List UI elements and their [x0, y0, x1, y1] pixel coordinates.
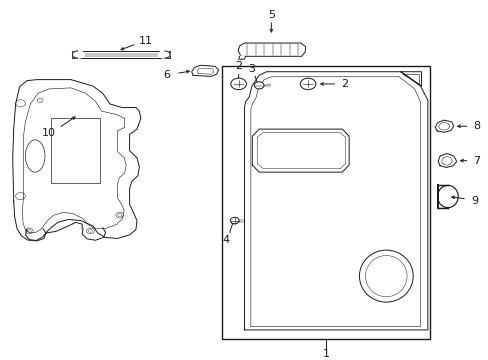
Polygon shape [191, 65, 218, 76]
Ellipse shape [254, 82, 264, 89]
Bar [51, 118, 100, 183]
Polygon shape [238, 43, 305, 56]
Ellipse shape [158, 51, 170, 58]
Bar [222, 66, 429, 339]
Polygon shape [437, 153, 456, 167]
Ellipse shape [300, 78, 315, 90]
Text: 11: 11 [139, 36, 152, 46]
Text: 5: 5 [267, 10, 274, 21]
Polygon shape [13, 80, 141, 240]
Text: 2: 2 [341, 79, 347, 89]
Text: 8: 8 [472, 121, 479, 131]
Text: 6: 6 [163, 70, 169, 80]
Text: 3: 3 [247, 64, 254, 74]
Ellipse shape [230, 78, 246, 90]
Ellipse shape [72, 51, 84, 58]
Text: 1: 1 [322, 349, 329, 359]
Text: 4: 4 [223, 235, 229, 245]
Polygon shape [238, 56, 245, 59]
Ellipse shape [230, 217, 239, 224]
Bar [72, 51, 170, 58]
Text: 2: 2 [235, 61, 242, 71]
Polygon shape [434, 120, 453, 132]
Text: 10: 10 [42, 129, 56, 138]
Text: 9: 9 [471, 196, 478, 206]
Text: 7: 7 [472, 156, 479, 166]
